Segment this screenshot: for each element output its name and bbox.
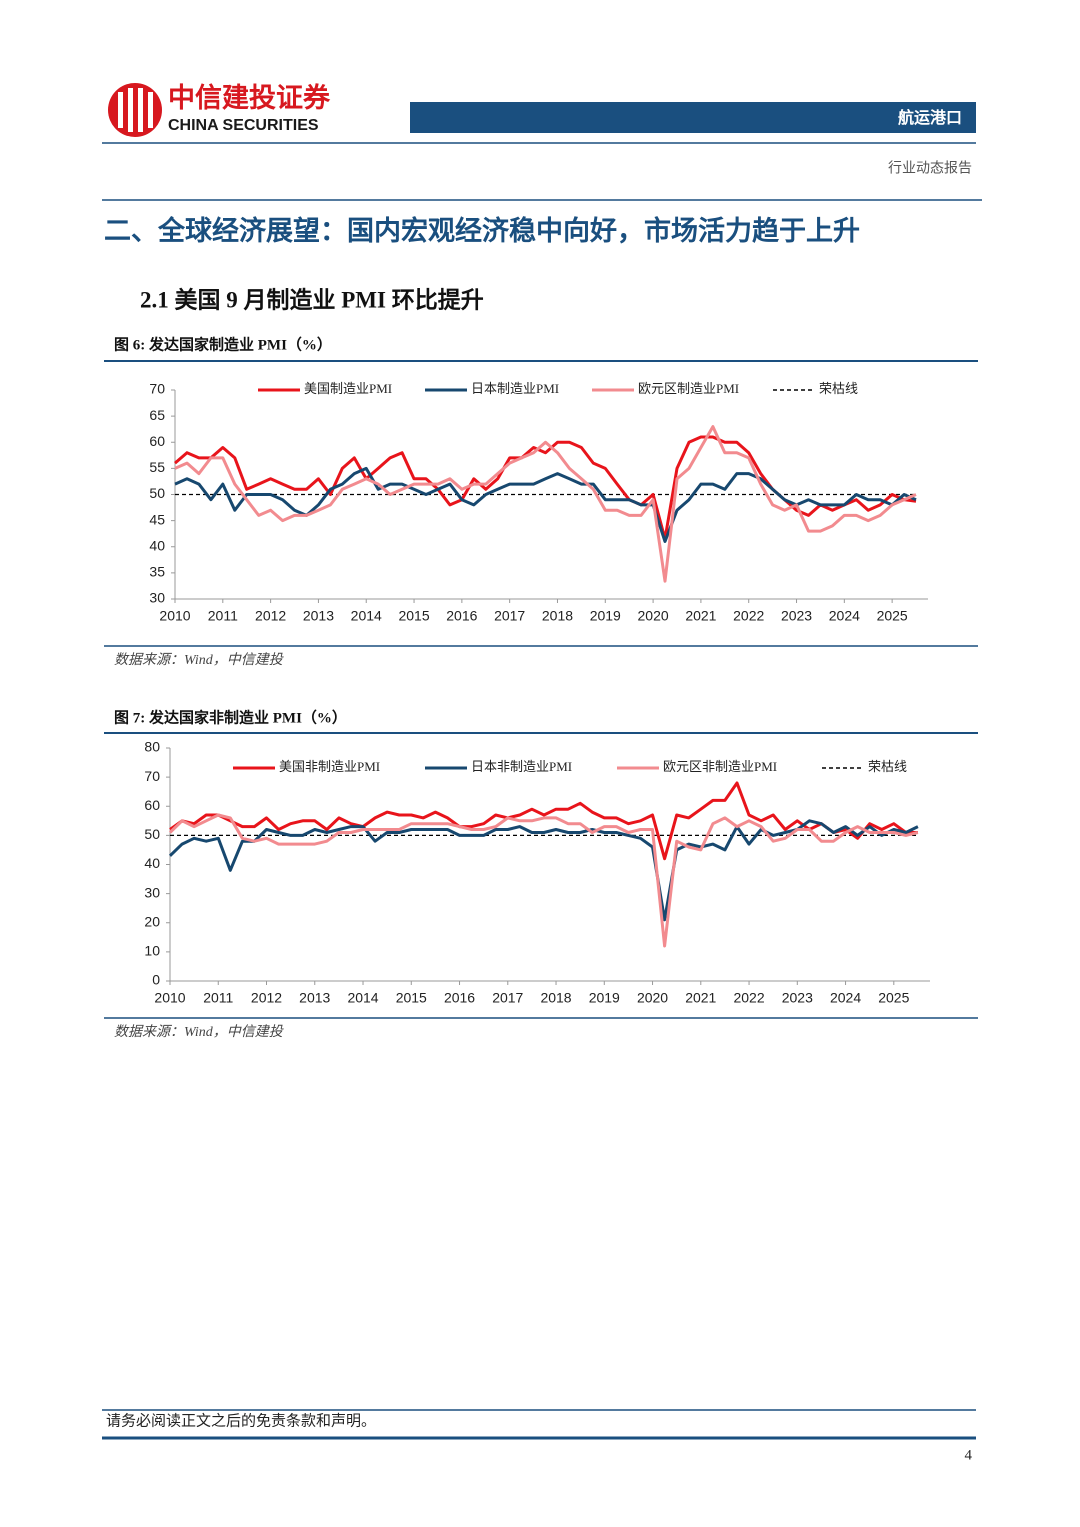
- y-tick-label: 50: [144, 826, 160, 842]
- legend-label: 荣枯线: [868, 759, 907, 774]
- x-tick-label: 2020: [637, 990, 668, 1006]
- x-tick-label: 2011: [203, 990, 233, 1006]
- legend-label: 荣枯线: [819, 381, 858, 396]
- legend-label: 美国非制造业PMI: [279, 759, 380, 774]
- x-tick-label: 2025: [877, 608, 908, 624]
- series-line: [174, 466, 917, 543]
- y-tick-label: 70: [144, 768, 160, 784]
- x-tick-label: 2020: [638, 608, 669, 624]
- y-tick-label: 10: [144, 943, 160, 959]
- y-tick-label: 60: [149, 433, 165, 449]
- x-tick-label: 2012: [255, 608, 286, 624]
- x-tick-label: 2022: [733, 608, 764, 624]
- series-line: [174, 425, 917, 583]
- y-tick-label: 55: [149, 459, 165, 475]
- y-tick-label: 20: [144, 913, 160, 929]
- y-tick-label: 30: [149, 590, 165, 606]
- x-tick-label: 2013: [299, 990, 330, 1006]
- y-tick-label: 30: [144, 884, 160, 900]
- subsection-title: 2.1 美国 9 月制造业 PMI 环比提升: [140, 286, 484, 312]
- x-tick-label: 2019: [590, 608, 621, 624]
- legend-label: 日本非制造业PMI: [471, 759, 572, 774]
- legend-label: 欧元区制造业PMI: [638, 381, 739, 396]
- x-tick-label: 2017: [492, 990, 523, 1006]
- report-type: 行业动态报告: [888, 160, 972, 176]
- section-title: 二、全球经济展望：国内宏观经济稳中向好，市场活力趋于上升: [104, 215, 860, 246]
- x-tick-label: 2017: [494, 608, 525, 624]
- series-line: [169, 781, 918, 861]
- y-tick-label: 65: [149, 407, 165, 423]
- y-tick-label: 45: [149, 511, 165, 527]
- x-tick-label: 2014: [351, 608, 382, 624]
- x-tick-label: 2023: [782, 990, 813, 1006]
- page-number: 4: [965, 1447, 973, 1463]
- x-tick-label: 2023: [781, 608, 812, 624]
- sector-bar: [410, 102, 976, 133]
- x-tick-label: 2014: [347, 990, 378, 1006]
- y-tick-label: 0: [152, 972, 160, 988]
- sector: 航运港口: [898, 108, 962, 127]
- disclaimer: 请务必阅读正文之后的免责条款和声明。: [106, 1411, 376, 1429]
- x-tick-label: 2019: [589, 990, 620, 1006]
- figure-caption: 图 7: 发达国家非制造业 PMI（%）: [114, 708, 347, 726]
- x-tick-label: 2024: [830, 990, 861, 1006]
- legend-label: 欧元区非制造业PMI: [663, 759, 777, 774]
- legend-label: 日本制造业PMI: [471, 381, 559, 396]
- company-name: 中信建投证券: [168, 82, 331, 113]
- y-tick-label: 40: [149, 537, 165, 553]
- y-tick-label: 50: [149, 485, 165, 501]
- x-tick-label: 2016: [446, 608, 477, 624]
- x-tick-label: 2024: [829, 608, 860, 624]
- x-tick-label: 2012: [251, 990, 282, 1006]
- y-tick-label: 40: [144, 855, 160, 871]
- source-note: 数据来源：Wind，中信建投: [114, 1024, 285, 1040]
- x-tick-label: 2015: [396, 990, 427, 1006]
- x-tick-label: 2016: [444, 990, 475, 1006]
- x-tick-label: 2021: [685, 608, 716, 624]
- x-tick-label: 2021: [685, 990, 716, 1006]
- series-line: [168, 813, 919, 948]
- x-tick-label: 2018: [540, 990, 571, 1006]
- x-tick-label: 2025: [878, 990, 909, 1006]
- x-tick-label: 2015: [398, 608, 429, 624]
- y-tick-label: 60: [144, 797, 160, 813]
- source-note: 数据来源：Wind，中信建投: [114, 652, 285, 668]
- x-tick-label: 2022: [733, 990, 764, 1006]
- x-tick-label: 2011: [208, 608, 238, 624]
- legend-label: 美国制造业PMI: [304, 381, 392, 396]
- y-tick-label: 80: [144, 739, 160, 755]
- y-tick-label: 70: [149, 381, 165, 397]
- x-tick-label: 2018: [542, 608, 573, 624]
- series-line: [168, 819, 919, 922]
- x-tick-label: 2010: [159, 608, 190, 624]
- x-tick-label: 2013: [303, 608, 334, 624]
- figure-caption: 图 6: 发达国家制造业 PMI（%）: [114, 335, 332, 353]
- y-tick-label: 35: [149, 564, 165, 580]
- company-name-en: CHINA SECURITIES: [168, 117, 319, 134]
- logo: [108, 83, 162, 137]
- x-tick-label: 2010: [154, 990, 185, 1006]
